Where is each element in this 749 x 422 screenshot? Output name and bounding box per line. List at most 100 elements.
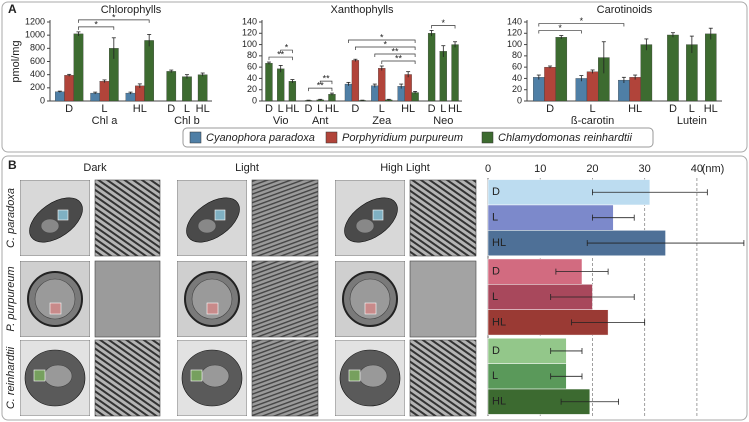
significance-bracket: [538, 23, 625, 27]
significance-bracket: [319, 80, 333, 85]
significance-bracket: [431, 25, 456, 29]
bar: [344, 83, 353, 102]
bar: [125, 92, 136, 102]
bar: [144, 40, 154, 102]
column-heading: Light: [235, 162, 259, 174]
bar: [411, 92, 419, 102]
bar: [64, 75, 74, 102]
significance-label: **: [317, 80, 325, 90]
significance-bracket: [78, 19, 150, 23]
x-axis-label: (nm): [702, 163, 725, 175]
bar: [618, 79, 630, 102]
legend-label: Cyanophora paradoxa: [206, 132, 315, 144]
x-tick-label: HL: [285, 103, 299, 115]
panel-b-frame: [1, 155, 748, 421]
significance-label: *: [94, 19, 98, 29]
x-tick-label: HL: [133, 103, 147, 115]
significance-bracket: [308, 87, 333, 92]
panel-a-frame: [1, 1, 748, 153]
x-tick-label: HL: [628, 103, 642, 115]
x-tick-label: D: [351, 103, 359, 115]
x-tick-label: D: [265, 103, 273, 115]
x-tick-label: HL: [325, 103, 339, 115]
significance-label: **: [391, 46, 399, 56]
significance-label: *: [558, 23, 562, 33]
bar-category-label: D: [492, 345, 500, 357]
bar: [277, 68, 285, 102]
legend-label: Chlamydomonas reinhardtii: [498, 132, 632, 144]
significance-label: *: [285, 42, 289, 52]
significance-label: *: [442, 18, 446, 28]
micrographs: [20, 179, 477, 417]
group-label: Vio: [273, 115, 289, 127]
bar: [55, 91, 65, 102]
bar: [182, 76, 192, 102]
y-tick-label: 800: [30, 43, 45, 53]
x-tick-label: L: [689, 103, 695, 115]
x-tick-label: 20: [586, 163, 598, 175]
x-tick-label: 0: [485, 163, 491, 175]
y-tick-label: 120: [507, 28, 522, 38]
y-tick-label: 0: [252, 95, 257, 105]
x-tick-label: L: [278, 103, 284, 115]
significance-label: **: [395, 53, 403, 63]
x-tick-label: D: [669, 103, 677, 115]
bar: [544, 66, 556, 102]
y-tick-label: 1200: [25, 16, 45, 26]
bar: [73, 33, 84, 102]
column-heading: Dark: [83, 162, 107, 174]
bar: [705, 33, 717, 102]
y-tick-label: 0: [517, 95, 522, 105]
bar-category-label: L: [492, 291, 498, 303]
y-tick-label: 40: [247, 73, 257, 83]
column-heading: High Light: [380, 162, 430, 174]
bar-category-label: HL: [492, 396, 506, 408]
x-tick-label: 10: [534, 163, 546, 175]
bar: [351, 60, 360, 102]
x-tick-label: L: [379, 103, 385, 115]
y-tick-label: 140: [242, 16, 257, 26]
y-tick-label: 400: [30, 69, 45, 79]
y-tick-label: 100: [507, 39, 522, 49]
x-tick-label: 40: [691, 163, 703, 175]
bar: [371, 85, 379, 102]
significance-bracket: [355, 46, 416, 51]
x-tick-label: L: [184, 103, 190, 115]
bar: [197, 74, 208, 102]
significance-bracket: [348, 39, 416, 44]
panel-label: A: [8, 2, 17, 16]
x-tick-label: HL: [196, 103, 210, 115]
bar: [90, 92, 100, 102]
legend-label: Porphyridium purpureum: [342, 132, 463, 144]
chart-title: Chlorophylls: [101, 4, 162, 16]
bar: [533, 77, 545, 102]
y-tick-label: 0: [40, 95, 45, 105]
bar: [427, 33, 436, 102]
y-tick-label: 40: [512, 73, 522, 83]
legend-swatch: [189, 131, 202, 144]
significance-label: *: [384, 39, 388, 49]
bar: [586, 71, 599, 102]
row-label: P. purpureum: [5, 266, 17, 331]
bar: [378, 68, 386, 102]
legend-frame: [182, 127, 654, 148]
bar: [555, 37, 568, 102]
bar: [288, 81, 297, 102]
y-tick-label: 100: [242, 39, 257, 49]
x-tick-label: HL: [448, 103, 462, 115]
bar-category-label: D: [492, 266, 500, 278]
bar: [265, 63, 273, 102]
significance-bracket: [381, 60, 416, 65]
x-tick-label: HL: [401, 103, 415, 115]
bar: [451, 44, 459, 102]
y-tick-label: 60: [512, 62, 522, 72]
significance-bracket: [78, 26, 115, 30]
x-tick-label: L: [440, 103, 446, 115]
y-tick-label: 80: [247, 50, 257, 60]
x-tick-label: 30: [639, 163, 651, 175]
bar: [629, 77, 641, 102]
bar: [99, 81, 110, 102]
group-label: ß-carotin: [571, 115, 614, 127]
bar-category-label: L: [492, 370, 498, 382]
y-tick-label: 200: [30, 82, 45, 92]
